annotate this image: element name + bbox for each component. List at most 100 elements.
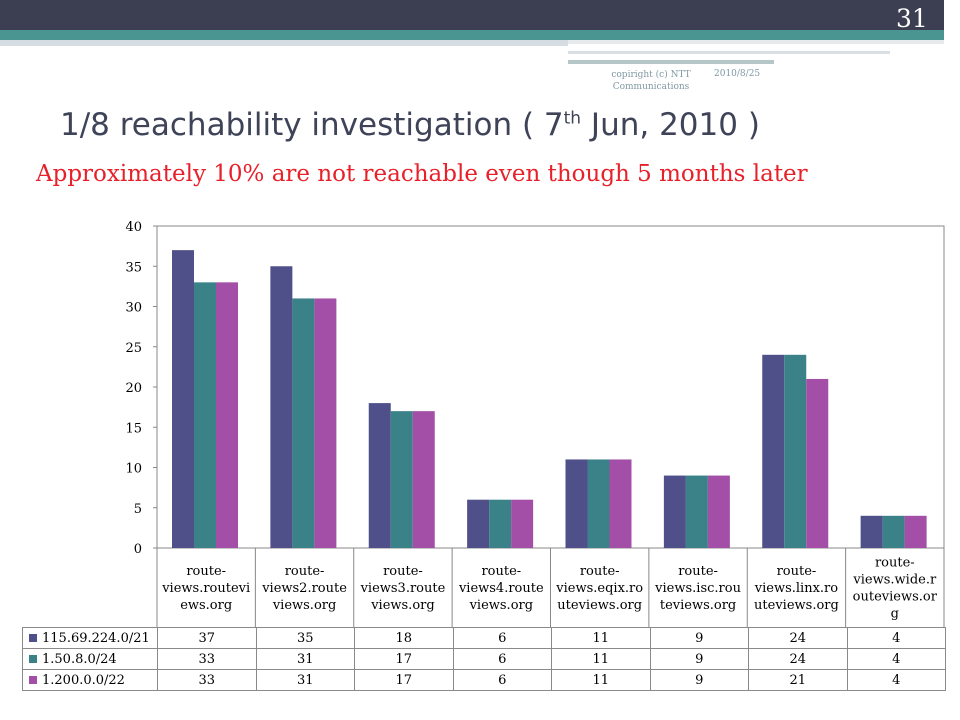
category-label: route-views4.route views.org bbox=[458, 564, 544, 613]
table-cell: 31 bbox=[255, 648, 355, 670]
bar-chart: 0 5 10 15 20 25 30 35 40 route-views.routevi ews.o… bbox=[125, 220, 945, 627]
category-label-line: route- bbox=[481, 564, 521, 579]
table-cell: 11 bbox=[551, 648, 651, 670]
category-label: route-views.linx.ro uteviews.org bbox=[754, 564, 839, 613]
bar-1.200.0.0/22 bbox=[511, 499, 534, 548]
series-name: 1.50.8.0/24 bbox=[42, 651, 117, 667]
table-cell: 6 bbox=[452, 627, 552, 649]
bar-1.200.0.0/22 bbox=[707, 475, 730, 548]
header-stripe bbox=[956, 0, 958, 62]
bar-115.69.224.0/21 bbox=[762, 354, 785, 548]
category-label-line: route- bbox=[777, 564, 817, 579]
category-label-line: views2.route bbox=[261, 581, 347, 596]
category-label-line: uteviews.org bbox=[754, 598, 839, 613]
category-label-line: outeviews.or bbox=[853, 590, 938, 605]
copyright-text: copiright (c) NTT Communications bbox=[611, 70, 691, 92]
bar-115.69.224.0/21 bbox=[565, 459, 588, 548]
slide-date: 2010/8/25 bbox=[714, 69, 761, 79]
table-cell: 6 bbox=[452, 648, 552, 670]
bar-115.69.224.0/21 bbox=[270, 266, 293, 548]
chart-data-table: 115.69.224.0/21 37 35 18 6 11 9 24 4 1.50.8.0/24 3… bbox=[22, 627, 946, 691]
table-cell: 6 bbox=[452, 669, 552, 691]
bar-1.50.8.0/24 bbox=[587, 459, 610, 548]
bar-1.50.8.0/24 bbox=[390, 411, 413, 548]
table-cell: 21 bbox=[748, 669, 848, 691]
table-cell: 35 bbox=[255, 627, 355, 649]
table-row: 1.50.8.0/24 33 31 17 6 11 9 24 4 bbox=[22, 648, 946, 670]
table-cell: 17 bbox=[354, 669, 454, 691]
bar-1.200.0.0/22 bbox=[609, 459, 632, 548]
bar-1.200.0.0/22 bbox=[216, 282, 238, 548]
table-cell: 4 bbox=[846, 627, 946, 649]
category-label-line: views3.route bbox=[360, 581, 446, 596]
category-label-line: g bbox=[891, 607, 899, 622]
header-stripe bbox=[944, 0, 948, 62]
legend-key bbox=[29, 654, 37, 663]
slide-title: 1/8 reachability investigation ( 7th Jun… bbox=[60, 107, 760, 143]
page-number: 31 bbox=[896, 4, 928, 33]
slide-title-superscript: th bbox=[563, 108, 582, 129]
legend-key bbox=[29, 675, 37, 684]
header-band-dark bbox=[0, 0, 944, 30]
bar-1.50.8.0/24 bbox=[784, 354, 807, 548]
y-tick-label: 0 bbox=[134, 542, 142, 557]
category-label: route-views.routevi ews.org bbox=[161, 564, 250, 613]
header-band-grey-right bbox=[568, 40, 944, 44]
table-cell: 11 bbox=[551, 627, 651, 649]
y-tick-label: 25 bbox=[125, 341, 142, 356]
category-label-line: views.wide.r bbox=[852, 573, 937, 588]
y-tick-label: 10 bbox=[125, 462, 142, 477]
category-label: route-views.isc.rou teviews.org bbox=[654, 564, 741, 613]
header-accent-line bbox=[568, 51, 890, 54]
table-row: 1.200.0.0/22 33 31 17 6 11 9 21 4 bbox=[22, 669, 946, 691]
header-band-grey bbox=[0, 40, 568, 46]
table-cell: 31 bbox=[255, 669, 355, 691]
bar-115.69.224.0/21 bbox=[368, 403, 391, 548]
category-label: route-views2.route views.org bbox=[261, 564, 347, 613]
category-label-line: views.org bbox=[370, 598, 435, 613]
table-row: 115.69.224.0/21 37 35 18 6 11 9 24 4 bbox=[22, 627, 946, 649]
bar-1.50.8.0/24 bbox=[194, 282, 216, 548]
category-label-line: views.eqix.ro bbox=[555, 581, 643, 596]
category-label-line: views4.route bbox=[458, 581, 544, 596]
table-cell: 24 bbox=[748, 648, 848, 670]
slide-subtitle: Approximately 10% are not reachable even… bbox=[36, 161, 808, 187]
category-label-line: route- bbox=[580, 564, 620, 579]
header-band-teal bbox=[0, 30, 944, 40]
series-legend-cell: 1.50.8.0/24 bbox=[22, 648, 158, 670]
y-tick-label: 20 bbox=[125, 381, 142, 396]
bar-115.69.224.0/21 bbox=[467, 499, 490, 548]
bar-1.200.0.0/22 bbox=[904, 515, 927, 548]
category-label-line: views.org bbox=[469, 598, 534, 613]
category-label-line: views.org bbox=[272, 598, 337, 613]
bar-1.50.8.0/24 bbox=[685, 475, 708, 548]
table-cell: 9 bbox=[649, 648, 749, 670]
category-label-line: route- bbox=[186, 564, 226, 579]
bar-1.50.8.0/24 bbox=[882, 515, 905, 548]
table-cell: 37 bbox=[157, 627, 257, 649]
y-tick-label: 40 bbox=[125, 220, 142, 235]
category-label-line: ews.org bbox=[180, 598, 232, 613]
bar-115.69.224.0/21 bbox=[860, 515, 883, 548]
table-cell: 4 bbox=[846, 648, 946, 670]
series-legend-cell: 115.69.224.0/21 bbox=[22, 627, 158, 649]
table-cell: 9 bbox=[649, 669, 749, 691]
legend-key bbox=[29, 633, 37, 642]
table-cell: 11 bbox=[551, 669, 651, 691]
category-label: route-views.wide.r outeviews.or g bbox=[852, 556, 937, 622]
table-cell: 33 bbox=[157, 648, 257, 670]
bar-115.69.224.0/21 bbox=[172, 250, 194, 548]
table-cell: 33 bbox=[157, 669, 257, 691]
category-label-line: views.linx.ro bbox=[754, 581, 838, 596]
table-cell: 24 bbox=[748, 627, 848, 649]
y-tick-label: 35 bbox=[125, 260, 142, 275]
y-tick-label: 30 bbox=[125, 301, 142, 316]
bar-115.69.224.0/21 bbox=[663, 475, 686, 548]
category-label-line: route- bbox=[285, 564, 325, 579]
category-label-line: route- bbox=[875, 556, 915, 571]
bar-1.200.0.0/22 bbox=[806, 378, 829, 548]
bar-1.200.0.0/22 bbox=[412, 411, 435, 548]
table-cell: 4 bbox=[846, 669, 946, 691]
category-label-line: views.routevi bbox=[161, 581, 250, 596]
slide-title-main: 1/8 reachability investigation ( 7 bbox=[60, 107, 564, 143]
